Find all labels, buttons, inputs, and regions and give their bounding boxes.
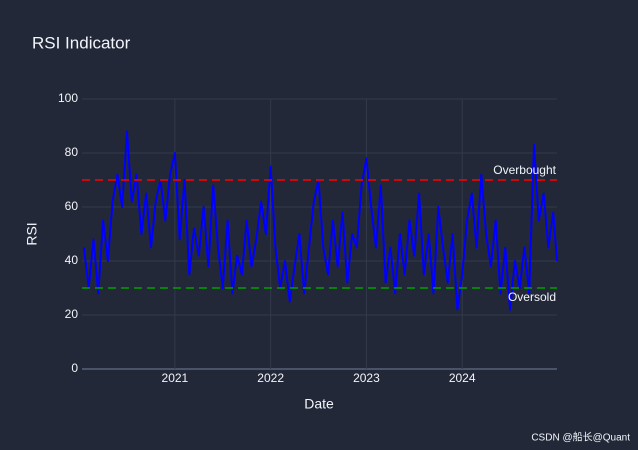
y-tick-label: 100 xyxy=(58,91,78,105)
y-tick-label: 60 xyxy=(65,199,79,213)
x-tick-label: 2022 xyxy=(257,371,284,385)
y-axis-title: RSI xyxy=(24,222,40,245)
x-tick-label: 2023 xyxy=(353,371,380,385)
chart-title: RSI Indicator xyxy=(32,33,131,52)
x-tick-label: 2024 xyxy=(449,371,476,385)
y-tick-label: 40 xyxy=(65,253,79,267)
y-tick-label: 20 xyxy=(65,307,79,321)
y-tick-label: 0 xyxy=(71,361,78,375)
x-axis-title: Date xyxy=(304,396,334,412)
y-tick-label: 80 xyxy=(65,145,79,159)
watermark: CSDN @船长@Quant xyxy=(531,431,630,444)
x-tick-label: 2021 xyxy=(162,371,189,385)
reference-label: Overbought xyxy=(493,163,556,177)
rsi-line xyxy=(82,130,558,311)
reference-label: Oversold xyxy=(508,290,556,304)
